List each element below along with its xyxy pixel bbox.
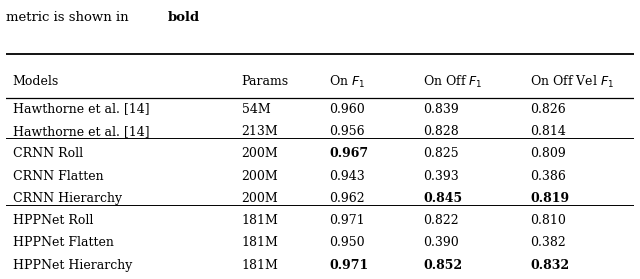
Text: Hawthorne et al. [14]: Hawthorne et al. [14] <box>13 103 149 116</box>
Text: 0.828: 0.828 <box>424 125 460 138</box>
Text: 0.962: 0.962 <box>330 192 365 205</box>
Text: 0.943: 0.943 <box>330 170 365 182</box>
Text: On $F_1$: On $F_1$ <box>330 73 365 90</box>
Text: 0.950: 0.950 <box>330 236 365 249</box>
Text: Models: Models <box>13 75 59 88</box>
Text: 181M: 181M <box>242 214 278 227</box>
Text: .: . <box>193 11 198 24</box>
Text: HPPNet Hierarchy: HPPNet Hierarchy <box>13 259 132 272</box>
Text: 0.971: 0.971 <box>330 259 369 272</box>
Text: 0.852: 0.852 <box>424 259 463 272</box>
Text: Hawthorne et al. [14]: Hawthorne et al. [14] <box>13 125 149 138</box>
Text: 0.832: 0.832 <box>530 259 569 272</box>
Text: 213M: 213M <box>242 125 278 138</box>
Text: 0.845: 0.845 <box>424 192 463 205</box>
Text: 54M: 54M <box>242 103 270 116</box>
Text: HPPNet Flatten: HPPNet Flatten <box>13 236 113 249</box>
Text: 0.814: 0.814 <box>530 125 566 138</box>
Text: 0.967: 0.967 <box>330 147 369 160</box>
Text: 0.386: 0.386 <box>530 170 566 182</box>
Text: HPPNet Roll: HPPNet Roll <box>13 214 93 227</box>
Text: On Off Vel $F_1$: On Off Vel $F_1$ <box>530 73 614 90</box>
Text: 0.956: 0.956 <box>330 125 365 138</box>
Text: CRNN Roll: CRNN Roll <box>13 147 83 160</box>
Text: 200M: 200M <box>242 147 278 160</box>
Text: 181M: 181M <box>242 236 278 249</box>
Text: 0.393: 0.393 <box>424 170 460 182</box>
Text: On Off $F_1$: On Off $F_1$ <box>424 73 483 90</box>
Text: 200M: 200M <box>242 170 278 182</box>
Text: 0.822: 0.822 <box>424 214 459 227</box>
Text: 0.819: 0.819 <box>530 192 569 205</box>
Text: 0.825: 0.825 <box>424 147 459 160</box>
Text: bold: bold <box>168 11 200 24</box>
Text: 200M: 200M <box>242 192 278 205</box>
Text: 0.960: 0.960 <box>330 103 365 116</box>
Text: 0.809: 0.809 <box>530 147 566 160</box>
Text: CRNN Flatten: CRNN Flatten <box>13 170 103 182</box>
Text: 0.971: 0.971 <box>330 214 365 227</box>
Text: 0.390: 0.390 <box>424 236 460 249</box>
Text: 0.382: 0.382 <box>530 236 566 249</box>
Text: CRNN Hierarchy: CRNN Hierarchy <box>13 192 122 205</box>
Text: 0.826: 0.826 <box>530 103 566 116</box>
Text: 0.810: 0.810 <box>530 214 566 227</box>
Text: Params: Params <box>242 75 289 88</box>
Text: metric is shown in: metric is shown in <box>6 11 133 24</box>
Text: 0.839: 0.839 <box>424 103 460 116</box>
Text: 181M: 181M <box>242 259 278 272</box>
